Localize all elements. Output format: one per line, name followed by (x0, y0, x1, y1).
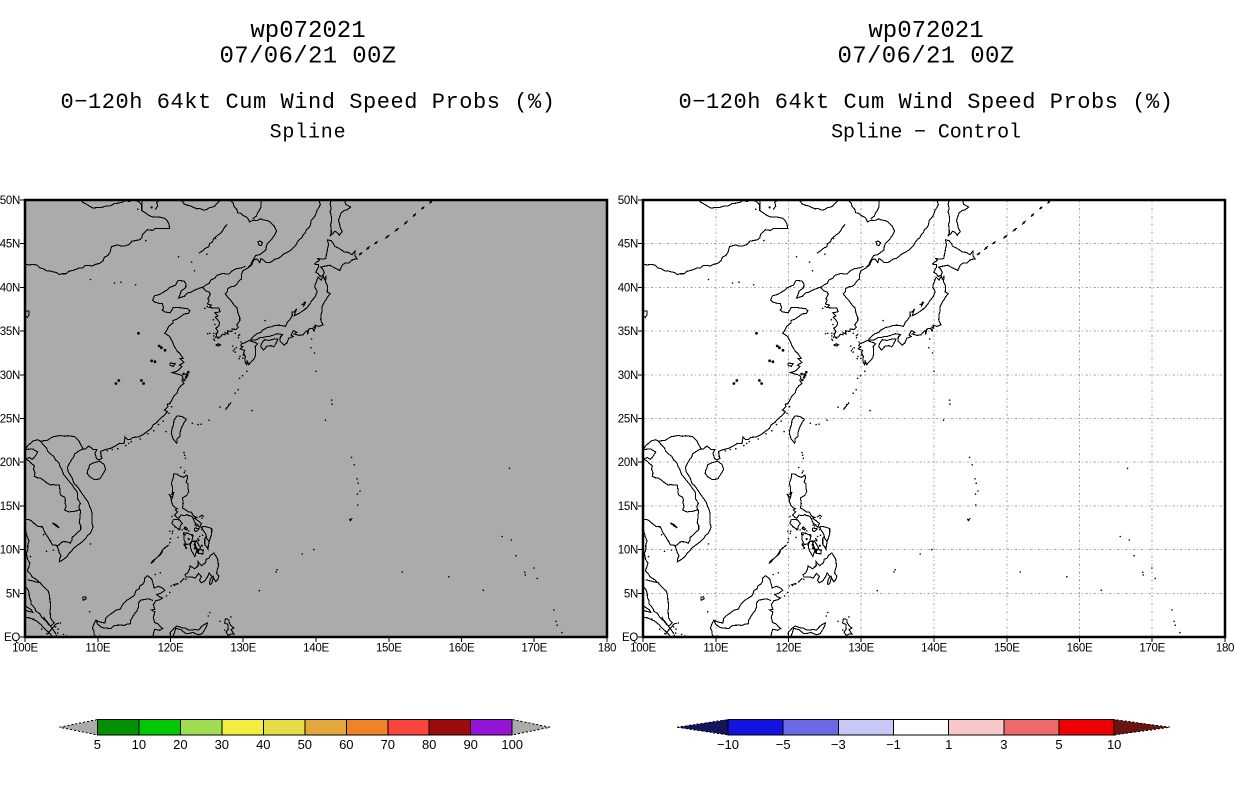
svg-text:25N: 25N (0, 414, 20, 426)
svg-text:180: 180 (1216, 643, 1234, 655)
svg-text:0−120h 64kt Cum Wind Speed Pro: 0−120h 64kt Cum Wind Speed Probs (%) (60, 90, 555, 115)
svg-text:50N: 50N (618, 195, 638, 207)
svg-text:20N: 20N (618, 457, 638, 469)
svg-text:10: 10 (1107, 737, 1121, 752)
svg-text:45N: 45N (618, 239, 638, 251)
svg-text:35N: 35N (0, 326, 20, 338)
svg-text:Spline: Spline (270, 122, 347, 145)
svg-text:170E: 170E (1139, 643, 1165, 655)
svg-text:140E: 140E (303, 643, 329, 655)
svg-text:20N: 20N (0, 457, 20, 469)
svg-text:35N: 35N (618, 326, 638, 338)
svg-text:100E: 100E (12, 643, 38, 655)
svg-text:45N: 45N (0, 239, 20, 251)
svg-text:5N: 5N (6, 588, 20, 600)
svg-text:90: 90 (463, 737, 477, 752)
svg-text:10: 10 (132, 737, 146, 752)
svg-text:5: 5 (1055, 737, 1062, 752)
svg-text:50N: 50N (0, 195, 20, 207)
svg-text:07/06/21 00Z: 07/06/21 00Z (219, 44, 396, 71)
svg-text:wp072021: wp072021 (868, 18, 983, 45)
svg-text:120E: 120E (776, 643, 802, 655)
svg-text:80: 80 (422, 737, 436, 752)
svg-text:40N: 40N (0, 282, 20, 294)
svg-text:Spline − Control: Spline − Control (831, 122, 1021, 145)
svg-text:150E: 150E (376, 643, 402, 655)
svg-text:140E: 140E (921, 643, 947, 655)
svg-text:1: 1 (945, 737, 952, 752)
svg-text:160E: 160E (449, 643, 475, 655)
svg-text:−1: −1 (886, 737, 901, 752)
svg-text:30: 30 (215, 737, 229, 752)
svg-text:−10: −10 (717, 737, 739, 752)
svg-text:150E: 150E (994, 643, 1020, 655)
svg-text:3: 3 (1000, 737, 1007, 752)
svg-text:30N: 30N (618, 370, 638, 382)
svg-text:07/06/21 00Z: 07/06/21 00Z (837, 44, 1014, 71)
svg-text:170E: 170E (521, 643, 547, 655)
svg-text:110E: 110E (703, 643, 728, 655)
svg-text:10N: 10N (618, 545, 638, 557)
svg-text:130E: 130E (848, 643, 874, 655)
svg-text:40: 40 (256, 737, 270, 752)
svg-text:50: 50 (298, 737, 312, 752)
svg-text:40N: 40N (618, 282, 638, 294)
svg-text:30N: 30N (0, 370, 20, 382)
svg-text:160E: 160E (1067, 643, 1093, 655)
svg-text:60: 60 (339, 737, 353, 752)
svg-text:5: 5 (94, 737, 101, 752)
svg-text:120E: 120E (158, 643, 184, 655)
svg-text:100E: 100E (630, 643, 656, 655)
svg-text:−3: −3 (831, 737, 846, 752)
svg-text:70: 70 (381, 737, 395, 752)
svg-text:110E: 110E (85, 643, 110, 655)
svg-text:wp072021: wp072021 (250, 18, 365, 45)
svg-text:0−120h 64kt Cum Wind Speed Pro: 0−120h 64kt Cum Wind Speed Probs (%) (678, 90, 1173, 115)
svg-text:20: 20 (173, 737, 187, 752)
svg-text:25N: 25N (618, 414, 638, 426)
svg-text:15N: 15N (618, 501, 638, 513)
svg-text:5N: 5N (624, 588, 638, 600)
svg-text:100: 100 (501, 737, 523, 752)
svg-text:15N: 15N (0, 501, 20, 513)
svg-text:130E: 130E (230, 643, 256, 655)
svg-text:180: 180 (598, 643, 616, 655)
svg-text:EQ: EQ (4, 632, 20, 644)
svg-text:10N: 10N (0, 545, 20, 557)
svg-text:−5: −5 (776, 737, 791, 752)
svg-text:EQ: EQ (622, 632, 638, 644)
